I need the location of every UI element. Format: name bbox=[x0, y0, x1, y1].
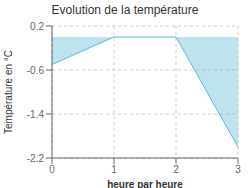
svg-text:1: 1 bbox=[111, 164, 117, 175]
svg-text:2: 2 bbox=[173, 164, 179, 175]
svg-text:-1.4: -1.4 bbox=[27, 109, 45, 120]
svg-text:heure par heure: heure par heure bbox=[107, 179, 183, 188]
svg-text:0.2: 0.2 bbox=[30, 21, 44, 32]
svg-text:-2.2: -2.2 bbox=[27, 153, 45, 164]
svg-text:3: 3 bbox=[235, 164, 241, 175]
html-text:Evolution de la température: Evolution de la température bbox=[51, 3, 199, 17]
svg-text:-0.6: -0.6 bbox=[27, 65, 45, 76]
svg-text:Température en °C: Température en °C bbox=[8, 50, 14, 134]
svg-text:0: 0 bbox=[49, 164, 55, 175]
